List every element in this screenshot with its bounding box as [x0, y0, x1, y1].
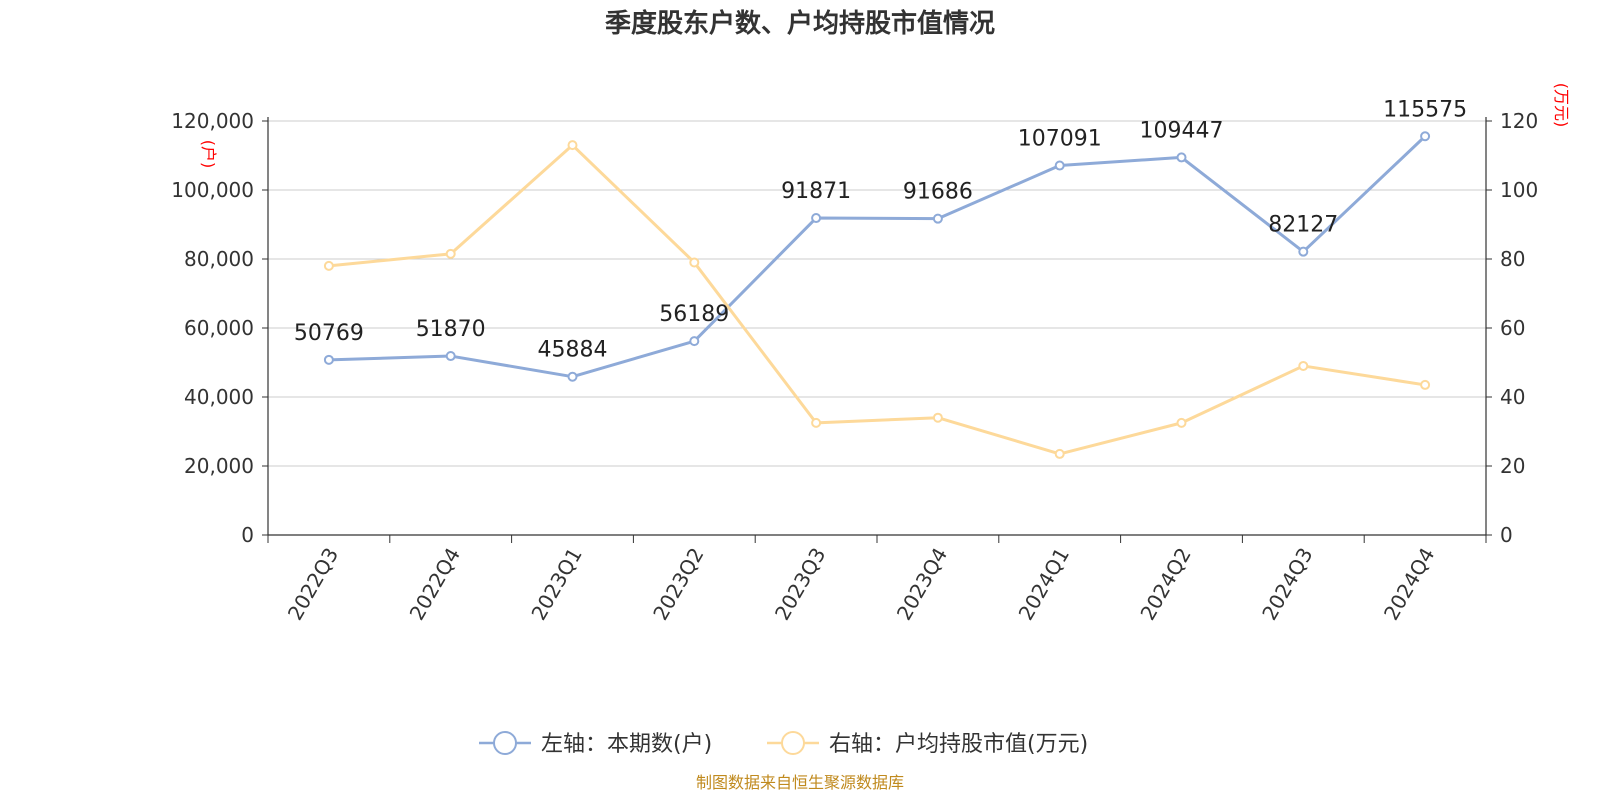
data-labels: 50769 51870 45884 56189 91871 91686 107091 1094… — [294, 97, 1467, 362]
series-1-point — [932, 213, 943, 224]
x-axis-tick-label: 2024Q4 — [1379, 544, 1439, 625]
x-axis-tick-label: 2024Q1 — [1014, 544, 1074, 625]
series-lines — [323, 131, 1431, 459]
x-axis-tick-label: 2024Q3 — [1257, 544, 1317, 625]
left-axis-tick-label: 60,000 — [184, 316, 254, 340]
series-2-point — [1298, 360, 1309, 371]
chart-title: 季度股东户数、户均持股市值情况 — [605, 8, 995, 39]
series-2-point — [323, 260, 334, 271]
legend-label: 右轴：户均持股市值(万元) — [829, 732, 1088, 757]
left-axis-tick-label: 0 — [241, 523, 254, 547]
x-axis-tick-label: 2022Q4 — [405, 544, 465, 625]
x-axis-tick-label: 2023Q2 — [648, 544, 708, 625]
legend-label: 左轴：本期数(户) — [541, 732, 712, 757]
legend-item-2[interactable]: 右轴：户均持股市值(万元) — [767, 731, 1088, 757]
series-1-point — [323, 354, 334, 365]
left-axis-tick-label: 100,000 — [171, 178, 254, 202]
source-note: 制图数据来自恒生聚源数据库 — [696, 773, 904, 792]
data-label: 107091 — [1018, 127, 1102, 152]
series-line-1 — [328, 135, 1427, 379]
series-2-point — [567, 140, 578, 151]
data-label: 115575 — [1383, 97, 1467, 122]
series-2-point — [445, 248, 456, 259]
left-axis-unit: (户) — [199, 140, 218, 169]
left-axis-tick-label: 80,000 — [184, 247, 254, 271]
series-2-point — [1176, 417, 1187, 428]
data-label: 51870 — [416, 317, 486, 342]
axes: 0 0 20,000 20 40,000 40 60,000 60 80,000 80 100,00… — [171, 83, 1571, 624]
legend[interactable]: 左轴：本期数(户) 右轴：户均持股市值(万元) — [479, 731, 1088, 757]
data-label: 45884 — [538, 338, 608, 363]
x-axis-tick-label: 2023Q1 — [526, 544, 586, 625]
x-axis-tick-label: 2024Q2 — [1135, 544, 1195, 625]
series-1-point — [1420, 131, 1431, 142]
series-1-point — [1298, 246, 1309, 257]
right-axis-tick-label: 60 — [1500, 316, 1525, 340]
series-2-point — [811, 417, 822, 428]
series-2-point — [1420, 379, 1431, 390]
series-2-point — [1054, 448, 1065, 459]
data-label: 91871 — [781, 179, 851, 204]
series-1-point — [445, 351, 456, 362]
right-axis-tick-label: 20 — [1500, 454, 1525, 478]
series-2-point — [689, 257, 700, 268]
legend-circle-icon — [493, 731, 517, 755]
series-1-point — [811, 213, 822, 224]
data-label: 109447 — [1140, 118, 1224, 143]
series-1-point — [567, 371, 578, 382]
right-axis-tick-label: 40 — [1500, 385, 1525, 409]
data-label: 91686 — [903, 180, 973, 205]
right-axis-tick-label: 0 — [1500, 523, 1513, 547]
data-label: 82127 — [1268, 213, 1338, 238]
x-axis-tick-label: 2023Q3 — [770, 544, 830, 625]
right-axis-tick-label: 80 — [1500, 247, 1525, 271]
legend-circle-icon — [781, 731, 805, 755]
data-label: 56189 — [659, 302, 729, 327]
left-axis-tick-label: 120,000 — [171, 109, 254, 133]
left-axis-tick-label: 20,000 — [184, 454, 254, 478]
series-1-point — [689, 336, 700, 347]
x-axis-tick-label: 2022Q3 — [283, 544, 343, 625]
right-axis-tick-label: 120 — [1500, 109, 1538, 133]
gridlines — [268, 120, 1486, 467]
right-axis-unit: (万元) — [1552, 83, 1571, 128]
x-axis-tick-label: 2023Q4 — [892, 544, 952, 625]
series-1-point — [1054, 160, 1065, 171]
series-1-point — [1176, 152, 1187, 163]
data-label: 50769 — [294, 321, 364, 346]
series-2-point — [932, 412, 943, 423]
series-line-2 — [328, 143, 1426, 456]
left-axis-tick-label: 40,000 — [184, 385, 254, 409]
legend-item-1[interactable]: 左轴：本期数(户) — [479, 731, 712, 757]
right-axis-tick-label: 100 — [1500, 178, 1538, 202]
